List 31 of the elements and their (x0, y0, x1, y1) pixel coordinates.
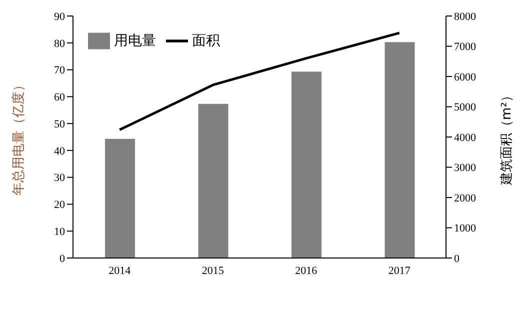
y-tick-label: 30 (54, 172, 66, 184)
y-tick-label: 70 (54, 64, 66, 77)
bar (384, 42, 415, 258)
x-tick-label: 2014 (108, 264, 132, 277)
y-axis-title: 年总用电量（亿度） (10, 78, 27, 196)
y2-tick-label: 4000 (454, 132, 476, 144)
y-tick-label: 10 (54, 226, 66, 238)
legend-label: 面积 (192, 32, 220, 49)
y-tick-label: 80 (54, 38, 66, 50)
y2-tick-label: 7000 (454, 41, 476, 54)
x-tick-label: 2017 (388, 264, 411, 277)
y-tick-label: 0 (60, 252, 66, 265)
y-tick-label: 60 (54, 92, 66, 104)
y2-axis-title: 建筑面积（m²） (500, 89, 515, 186)
x-tick-label: 2016 (295, 264, 318, 277)
y-tick-label: 20 (54, 199, 66, 212)
y-tick-label: 50 (54, 118, 66, 130)
x-tick-label: 2015 (202, 264, 224, 277)
y2-tick-label: 2000 (454, 192, 476, 204)
y2-tick-label: 0 (454, 252, 460, 265)
bar (198, 104, 228, 258)
y2-tick-label: 8000 (454, 10, 476, 23)
y2-tick-label: 3000 (454, 162, 476, 174)
y2-tick-label: 1000 (454, 222, 476, 235)
bar (292, 72, 322, 258)
y2-tick-label: 5000 (454, 102, 476, 114)
y-tick-label: 40 (54, 145, 66, 158)
y-tick-label: 90 (54, 10, 66, 23)
legend-label: 用电量 (114, 32, 156, 49)
y2-tick-label: 6000 (454, 71, 476, 84)
bar (105, 138, 135, 258)
